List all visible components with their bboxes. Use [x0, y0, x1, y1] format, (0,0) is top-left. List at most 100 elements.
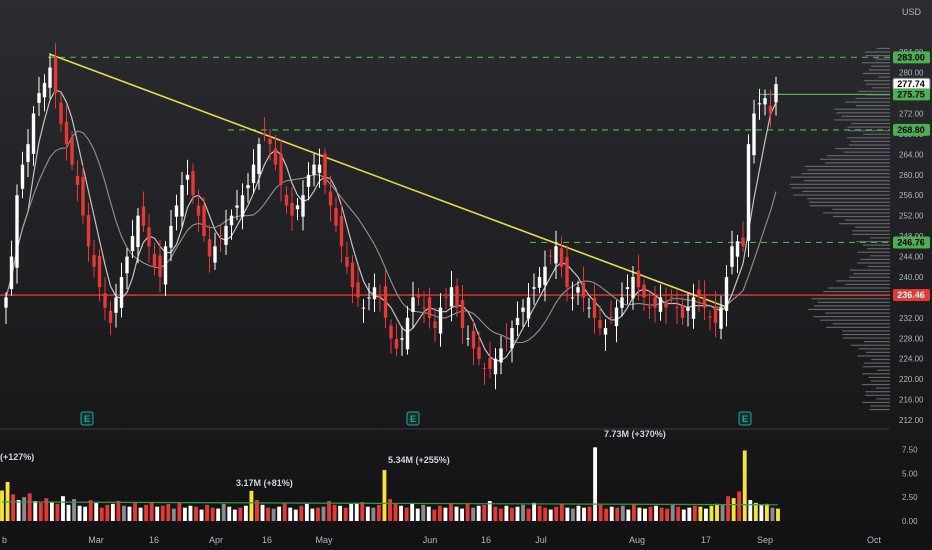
candle[interactable]: [86, 203, 91, 262]
candle[interactable]: [279, 139, 283, 202]
candle[interactable]: [345, 241, 349, 274]
candle[interactable]: [400, 326, 404, 356]
candle[interactable]: [493, 347, 498, 390]
candle[interactable]: [147, 214, 151, 263]
candle[interactable]: [763, 89, 767, 116]
candle[interactable]: [680, 297, 685, 326]
candle[interactable]: [301, 180, 305, 231]
candle[interactable]: [658, 284, 663, 321]
candle[interactable]: [488, 342, 492, 379]
candle[interactable]: [427, 287, 432, 329]
candle[interactable]: [482, 362, 487, 385]
candle[interactable]: [180, 172, 184, 228]
candle[interactable]: [48, 53, 52, 99]
candle[interactable]: [9, 240, 14, 296]
candle[interactable]: [592, 284, 597, 334]
candle[interactable]: [367, 282, 371, 311]
candle[interactable]: [438, 293, 443, 347]
candle[interactable]: [323, 148, 327, 195]
candle[interactable]: [702, 280, 707, 320]
candle[interactable]: [81, 165, 85, 224]
candle[interactable]: [477, 331, 481, 366]
candle[interactable]: [64, 105, 69, 161]
candle[interactable]: [532, 273, 536, 305]
candle[interactable]: [317, 148, 322, 189]
candle[interactable]: [526, 282, 531, 328]
candle[interactable]: [328, 175, 333, 222]
candle[interactable]: [411, 281, 415, 329]
candle[interactable]: [185, 159, 190, 195]
candle[interactable]: [422, 291, 426, 324]
candle[interactable]: [642, 279, 646, 311]
candle[interactable]: [581, 266, 586, 312]
candle[interactable]: [125, 247, 129, 290]
candle[interactable]: [218, 225, 223, 252]
candle[interactable]: [97, 249, 102, 302]
candle[interactable]: [554, 230, 558, 280]
candle[interactable]: [570, 281, 575, 311]
candle[interactable]: [631, 266, 635, 310]
candle[interactable]: [708, 310, 712, 331]
candle[interactable]: [603, 319, 608, 351]
candle[interactable]: [356, 265, 360, 308]
candle[interactable]: [240, 183, 245, 230]
candle[interactable]: [75, 160, 80, 202]
candle[interactable]: [515, 301, 520, 337]
candle[interactable]: [746, 134, 751, 257]
candle[interactable]: [565, 245, 569, 302]
candle[interactable]: [136, 208, 140, 264]
candle[interactable]: [587, 297, 591, 318]
candle[interactable]: [774, 76, 778, 116]
candle[interactable]: [312, 153, 316, 187]
candle[interactable]: [207, 224, 212, 273]
candle[interactable]: [598, 305, 602, 336]
candle[interactable]: [372, 273, 377, 313]
candle[interactable]: [59, 92, 63, 132]
candle[interactable]: [251, 149, 256, 194]
candle[interactable]: [724, 265, 729, 327]
candle[interactable]: [697, 279, 701, 312]
candle[interactable]: [768, 89, 773, 128]
candle[interactable]: [416, 287, 421, 306]
candle[interactable]: [378, 284, 382, 312]
candle[interactable]: [614, 300, 619, 343]
candle[interactable]: [191, 163, 195, 204]
candle[interactable]: [499, 335, 503, 375]
candle[interactable]: [548, 249, 553, 265]
currency-label[interactable]: USD: [902, 7, 922, 17]
candle[interactable]: [620, 282, 624, 317]
candle[interactable]: [653, 286, 657, 323]
candle[interactable]: [262, 117, 267, 142]
candle[interactable]: [290, 186, 294, 231]
candle[interactable]: [37, 76, 41, 117]
candle[interactable]: [42, 74, 47, 112]
candle[interactable]: [636, 254, 641, 301]
candle[interactable]: [647, 291, 652, 319]
candle[interactable]: [521, 298, 525, 328]
candle[interactable]: [152, 242, 157, 276]
candle[interactable]: [141, 191, 146, 232]
candle[interactable]: [664, 287, 668, 324]
candle[interactable]: [394, 323, 399, 357]
candle[interactable]: [460, 285, 465, 344]
candlesticks[interactable]: [4, 43, 778, 390]
candle[interactable]: [625, 274, 630, 305]
candle[interactable]: [169, 209, 173, 262]
candle[interactable]: [268, 128, 272, 161]
candle[interactable]: [350, 254, 355, 304]
candle[interactable]: [273, 134, 278, 171]
earnings-marker[interactable]: E: [738, 411, 752, 426]
candle[interactable]: [735, 234, 740, 273]
candle[interactable]: [4, 292, 8, 324]
candle[interactable]: [691, 283, 696, 329]
candle[interactable]: [202, 196, 206, 242]
candle[interactable]: [92, 239, 96, 278]
candle[interactable]: [405, 305, 410, 355]
candle[interactable]: [53, 43, 58, 109]
candle[interactable]: [455, 278, 459, 318]
candle[interactable]: [119, 262, 124, 318]
candle[interactable]: [389, 319, 393, 354]
candle[interactable]: [103, 276, 107, 321]
